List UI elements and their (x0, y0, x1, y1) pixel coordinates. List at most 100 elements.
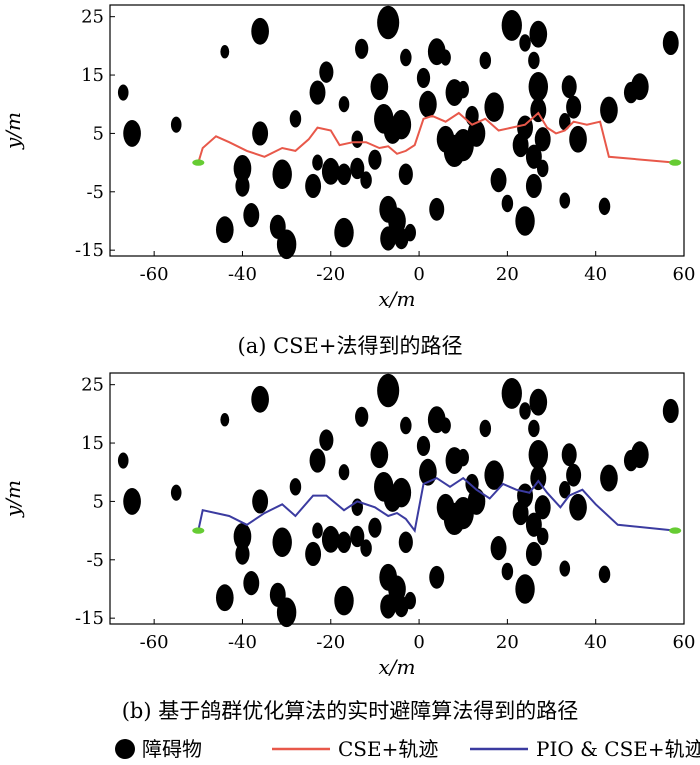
obstacle-dot (529, 388, 548, 416)
x-tick-label: 0 (413, 264, 424, 285)
obstacle-dot (484, 92, 504, 122)
obstacle-dot (501, 9, 522, 41)
obstacle-dot (440, 49, 451, 66)
obstacle-dot (429, 197, 445, 221)
legend-label: CSE+轨迹 (338, 737, 438, 761)
obstacle-dot (416, 67, 431, 89)
chart-a-plot: -60 -40 -20 0 20 40 60 25 15 5 -5 -15 x/m y/m (1, 4, 696, 311)
obstacle-dot (289, 478, 302, 496)
obstacle-dot (355, 406, 369, 427)
x-tick-label: -60 (140, 264, 169, 285)
obstacle-dot (501, 377, 522, 409)
y-axis-label: y/m (1, 112, 25, 150)
y-tick-label: -15 (75, 240, 104, 261)
obstacle-dot (525, 173, 542, 199)
obstacle-dot (559, 192, 571, 209)
obstacle-dot (479, 51, 492, 70)
legend-label: 障碍物 (142, 737, 202, 761)
obstacle-dot (519, 34, 531, 52)
obstacle-dot (360, 539, 372, 557)
x-tick-label: -60 (140, 632, 169, 653)
obstacle-dot (305, 173, 322, 199)
obstacle-dot (400, 416, 412, 435)
obstacle-dot (355, 38, 369, 59)
obstacle-dot (429, 565, 445, 589)
obstacle-dot (528, 439, 549, 470)
obstacle-dot (251, 385, 269, 413)
obstacle-dot (251, 17, 269, 45)
obstacle-dot (598, 565, 611, 584)
obstacle-dot (215, 584, 234, 612)
obstacle-dot (336, 531, 352, 554)
obstacle-dot (377, 373, 400, 408)
x-tick-label: -40 (228, 632, 257, 653)
x-tick-label: 60 (673, 264, 696, 285)
obstacle-dot (561, 75, 577, 99)
y-tick-label: 25 (81, 375, 104, 396)
obstacle-dot (419, 90, 437, 118)
obstacle-dot (272, 527, 292, 558)
obstacle-dot (515, 206, 535, 236)
obstacle-dot (350, 157, 365, 180)
obstacle-dot (569, 125, 587, 153)
chart-b-caption: (b) 基于鸽群优化算法的实时避障算法得到的路径 (121, 699, 579, 723)
obstacle-dot (566, 95, 582, 119)
legend-label: PIO & CSE+轨迹 (536, 737, 700, 761)
obstacle-dot (457, 80, 469, 99)
obstacle-dot (534, 495, 551, 520)
obstacle-dot (536, 159, 549, 178)
plot-frame (109, 4, 685, 257)
obstacle-dot (117, 84, 129, 101)
obstacle-dot (170, 116, 182, 133)
trajectory-line (197, 111, 676, 164)
obstacle-dot (170, 484, 182, 501)
obstacle-dot (312, 522, 323, 539)
obstacle-dot (598, 197, 611, 216)
obstacle-dot (525, 512, 542, 537)
obstacle-dot (360, 171, 372, 189)
obstacle-dot (490, 536, 507, 561)
obstacle-dot (336, 163, 352, 186)
y-axis-label: y/m (1, 480, 25, 518)
obstacle-dot (388, 575, 406, 603)
y-tick-label: -5 (86, 182, 104, 203)
obstacle-dot (559, 560, 571, 577)
end-marker (669, 159, 682, 166)
x-tick-label: 20 (496, 264, 519, 285)
x-axis-label: x/m (379, 287, 416, 311)
x-tick-label: 0 (413, 632, 424, 653)
obstacle-dot (600, 96, 618, 124)
obstacle-dot (334, 217, 354, 248)
obstacle-dot (530, 465, 547, 491)
obstacle-dot (334, 585, 354, 616)
obstacle-dot (534, 127, 551, 152)
y-tick-label: -15 (75, 608, 104, 629)
start-marker (192, 159, 205, 166)
obstacle-dot (252, 121, 269, 146)
chart-a-caption: (a) CSE+法得到的路径 (237, 334, 463, 358)
plot-frame (109, 372, 685, 625)
obstacle-dot (631, 441, 649, 469)
x-tick-label: 40 (584, 632, 607, 653)
obstacle-dot (559, 481, 571, 499)
chart-legend: 障碍物 CSE+轨迹 PIO & CSE+轨迹 (115, 737, 700, 761)
y-tick-label: -5 (86, 550, 104, 571)
obstacle-dot (235, 175, 250, 197)
obstacle-dot (512, 133, 529, 158)
obstacle-dot (600, 464, 618, 492)
obstacle-dot (440, 417, 451, 434)
start-marker (192, 527, 205, 534)
x-axis-label: x/m (379, 655, 416, 679)
x-tick-label: -20 (316, 632, 345, 653)
obstacle-dot (400, 48, 412, 67)
obstacle-dot (528, 419, 540, 438)
obstacle-dot (276, 229, 297, 260)
x-tick-label: 20 (496, 632, 519, 653)
obstacle-dot (338, 96, 350, 113)
obstacle-dot (404, 223, 416, 242)
obstacle-dot (404, 591, 416, 610)
legend-obstacle-swatch (115, 739, 135, 759)
obstacle-dot (479, 419, 492, 438)
y-tick-label: 15 (81, 433, 104, 454)
obstacle-dot (305, 541, 322, 567)
